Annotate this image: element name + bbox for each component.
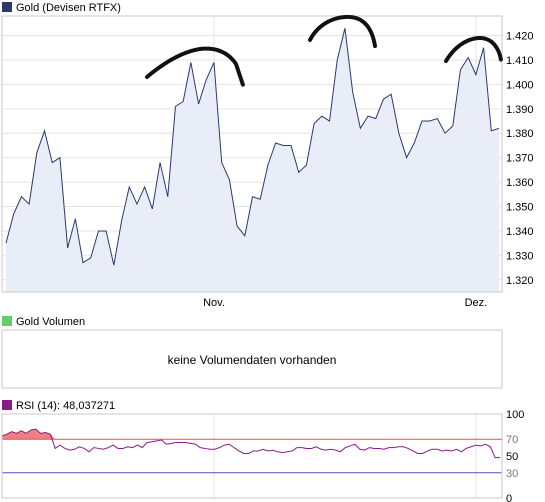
price-y-tick-label: 1.370 (506, 153, 534, 165)
rsi-y-tick-label: 30 (506, 468, 518, 480)
price-panel-frame (1, 15, 503, 293)
price-area (6, 28, 499, 292)
hand-drawn-arc-2 (308, 14, 377, 48)
rsi-panel-frame (1, 413, 503, 499)
price-y-axis: 1.420 1.410 1.400 1.390 1.380 1.370 1.360 1.350… (506, 31, 534, 287)
rsi-line (1, 428, 500, 459)
rsi-grid (213, 414, 477, 498)
rsi-overbought-area (2, 429, 500, 440)
rsi-chart-title: RSI (14): 48,037271 (16, 400, 115, 412)
price-legend-swatch (2, 2, 12, 12)
volume-legend-swatch (2, 316, 12, 326)
rsi-y-tick-label: 50 (506, 451, 518, 463)
price-y-tick-label: 1.390 (506, 104, 534, 116)
price-y-tick-label: 1.360 (506, 177, 534, 189)
price-x-tick-label: Nov. (203, 297, 225, 309)
price-y-tick-label: 1.420 (506, 31, 534, 43)
hand-drawn-arc-1 (145, 46, 245, 87)
rsi-y-tick-label: 0 (506, 493, 512, 502)
price-x-axis: Nov.Dez.Jan. (203, 297, 488, 309)
rsi-y-tick-label: 70 (506, 434, 518, 446)
price-y-tick-label: 1.330 (506, 250, 534, 262)
price-y-tick-label: 1.400 (506, 79, 534, 91)
price-line (5, 28, 500, 266)
hand-drawn-arc-3 (444, 35, 503, 63)
rsi-y-axis: 100 70 50 30 0 (506, 409, 524, 502)
price-y-tick-label: 1.340 (506, 226, 534, 238)
volume-chart-title: Gold Volumen (16, 316, 85, 328)
hand-drawn-marks (145, 14, 503, 87)
no-volume-message: keine Volumendaten vorhanden (168, 353, 337, 367)
price-y-tick-label: 1.350 (506, 202, 534, 214)
price-y-tick-label: 1.380 (506, 128, 534, 140)
price-y-tick-label: 1.410 (506, 55, 534, 67)
price-x-tick-label: Dez. (465, 297, 488, 309)
volume-panel-frame (1, 329, 503, 389)
rsi-y-tick-label: 100 (506, 409, 524, 421)
price-y-tick-label: 1.320 (506, 275, 534, 287)
rsi-legend-swatch (2, 400, 12, 410)
price-chart-title: Gold (Devisen RTFX) (16, 2, 121, 14)
